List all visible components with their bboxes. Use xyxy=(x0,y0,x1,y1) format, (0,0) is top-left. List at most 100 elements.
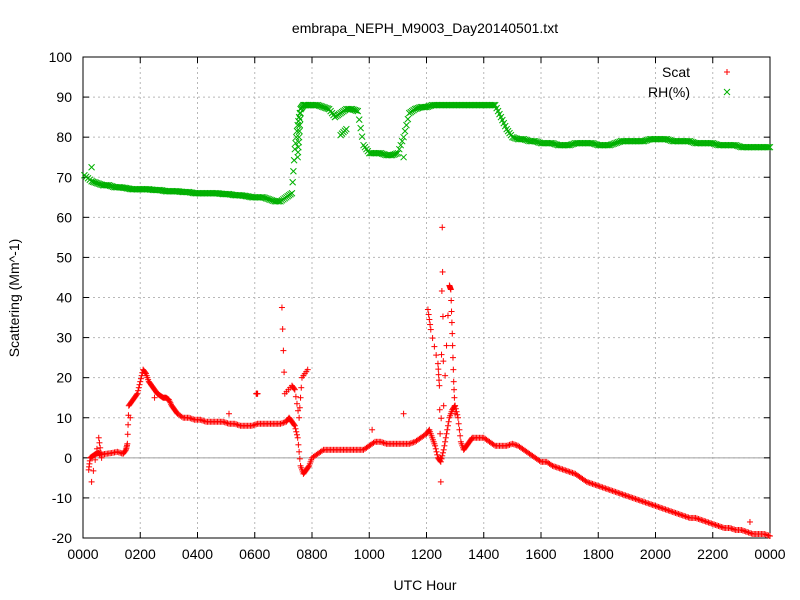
scat-point xyxy=(590,481,597,488)
rh-point xyxy=(355,116,363,123)
scat-point xyxy=(706,519,713,526)
scat-point xyxy=(729,525,736,532)
scat-point xyxy=(409,439,416,446)
legend-label: Scat xyxy=(662,64,690,80)
scat-point xyxy=(694,515,701,522)
scat-point xyxy=(298,384,305,391)
scat-point xyxy=(305,463,312,470)
y-axis-label: Scattering (Mm^-1) xyxy=(6,239,22,358)
scat-point xyxy=(438,351,445,358)
scat-point xyxy=(379,439,386,446)
x-axis-label: UTC Hour xyxy=(393,577,456,593)
y-tick-label: 0 xyxy=(64,450,72,466)
scat-point xyxy=(188,415,195,422)
scat-point xyxy=(456,426,463,433)
scat-point xyxy=(448,308,455,315)
y-tick-label: 40 xyxy=(56,290,72,306)
scat-point xyxy=(559,466,566,473)
scat-point xyxy=(681,512,688,519)
scat-point xyxy=(136,381,143,388)
scat-point xyxy=(558,465,565,472)
scat-point xyxy=(553,464,560,471)
scat-point xyxy=(197,416,204,423)
scat-point xyxy=(678,511,685,518)
scat-point xyxy=(295,441,302,448)
scat-point xyxy=(251,421,258,428)
scat-point xyxy=(746,518,753,525)
rh-point xyxy=(296,121,304,129)
scat-point xyxy=(652,502,659,509)
scat-point xyxy=(370,439,377,446)
scat-point xyxy=(598,483,605,490)
scat-point xyxy=(708,520,715,527)
scat-point xyxy=(133,391,140,398)
scat-point xyxy=(253,421,260,428)
scat-point xyxy=(719,524,726,531)
scat-point xyxy=(626,493,633,500)
scat-point xyxy=(682,513,689,520)
scat-point xyxy=(767,532,773,539)
scat-point xyxy=(659,505,666,512)
scat-point xyxy=(442,372,449,379)
scat-point xyxy=(623,492,630,499)
scat-point xyxy=(400,410,407,417)
scat-point xyxy=(254,390,261,397)
legend-label: RH(%) xyxy=(648,84,690,100)
rh-point xyxy=(488,101,496,109)
scat-point xyxy=(221,419,228,426)
scat-point xyxy=(510,441,517,448)
chart-title: embrapa_NEPH_M9003_Day20140501.txt xyxy=(292,20,558,36)
rh-point xyxy=(394,149,402,157)
scat-point xyxy=(96,439,103,446)
scat-point xyxy=(646,500,653,507)
scat-point xyxy=(190,416,197,423)
scat-point xyxy=(643,499,650,506)
y-tick-label: -10 xyxy=(52,490,72,506)
scat-point xyxy=(455,420,462,427)
scat-point xyxy=(450,366,457,373)
scat-point xyxy=(764,531,771,538)
y-tick-label: 70 xyxy=(56,169,72,185)
scat-point xyxy=(178,413,185,420)
scat-point xyxy=(304,366,311,373)
scat-point xyxy=(679,512,686,519)
scat-point xyxy=(443,430,450,437)
scat-point xyxy=(380,439,387,446)
legend: Scat RH(%) xyxy=(648,64,731,100)
scat-point xyxy=(641,498,648,505)
scat-point xyxy=(699,517,706,524)
scat-point xyxy=(711,521,718,528)
scat-point xyxy=(628,494,635,501)
scat-point xyxy=(656,504,663,511)
scat-point xyxy=(696,516,703,523)
scat-point xyxy=(292,393,299,400)
scat-point xyxy=(662,506,669,513)
scat-point xyxy=(622,492,629,499)
scat-point xyxy=(615,489,622,496)
scat-point xyxy=(741,527,748,534)
scat-point xyxy=(319,447,326,454)
scat-point xyxy=(377,438,384,445)
scat-point xyxy=(295,407,302,414)
x-tick-label: 1800 xyxy=(583,546,614,562)
scat-point xyxy=(224,420,231,427)
scat-point xyxy=(550,463,557,470)
scat-point xyxy=(406,440,413,447)
x-tick-label: 0400 xyxy=(182,546,213,562)
scat-point xyxy=(198,417,205,424)
scat-point xyxy=(705,519,712,526)
scat-point xyxy=(588,480,595,487)
scat-point xyxy=(592,481,599,488)
scat-point xyxy=(437,430,444,437)
scat-point xyxy=(220,418,227,425)
scat-point xyxy=(296,414,303,421)
rh-point xyxy=(293,127,301,135)
x-tick-label: 1400 xyxy=(468,546,499,562)
rh-point xyxy=(400,133,407,141)
scat-point xyxy=(648,501,655,508)
scat-point xyxy=(293,428,300,435)
rh-point xyxy=(766,143,774,151)
scat-point xyxy=(762,531,769,538)
scat-point xyxy=(427,321,434,328)
legend-marker xyxy=(723,88,731,96)
